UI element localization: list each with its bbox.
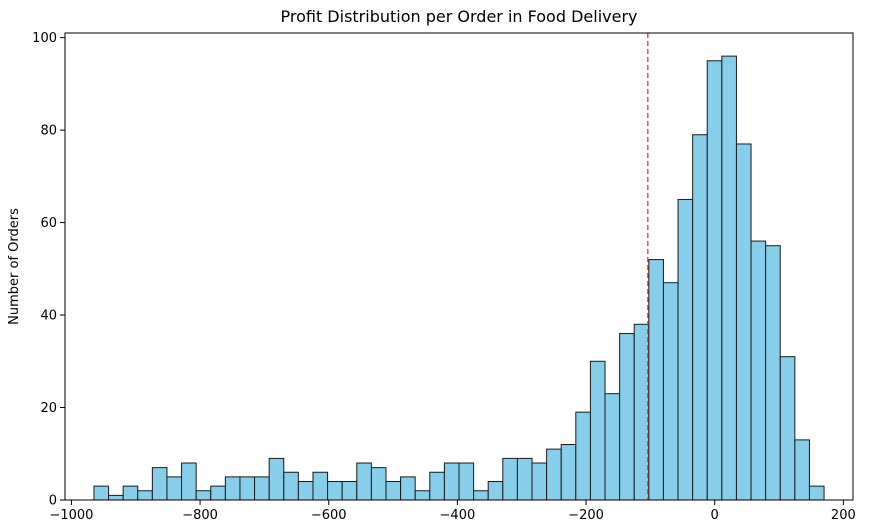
histogram-bar	[210, 485, 226, 501]
histogram-bar	[443, 462, 460, 501]
histogram-bar	[254, 476, 270, 501]
histogram-bar	[604, 393, 621, 501]
histogram-bar	[268, 457, 285, 501]
histogram-bar	[735, 143, 752, 501]
histogram-bar	[108, 494, 124, 501]
histogram-bar	[429, 471, 445, 501]
histogram-bar	[808, 485, 825, 501]
histogram-bar	[166, 476, 183, 501]
histogram-bar	[560, 444, 577, 501]
x-tick-label: −1000	[49, 508, 93, 523]
histogram-bar	[779, 356, 796, 501]
y-tick-label: 60	[40, 216, 57, 231]
histogram-bar	[589, 360, 606, 501]
histogram-bar	[662, 282, 679, 501]
histogram-bar	[414, 490, 431, 501]
histogram-bar	[181, 462, 197, 501]
x-tick-label: −200	[568, 508, 604, 523]
y-tick-label: 40	[40, 309, 57, 324]
x-tick-label: −400	[440, 508, 476, 523]
histogram-bar	[692, 134, 708, 501]
histogram-bar	[502, 457, 518, 501]
histogram-bar	[400, 476, 416, 501]
histogram-bar	[750, 240, 767, 501]
histogram-bar	[794, 439, 810, 501]
histogram-bar	[341, 481, 358, 501]
histogram-bar	[487, 481, 504, 501]
histogram-bar	[370, 467, 387, 501]
histogram-bar	[516, 457, 533, 501]
histogram-bar	[546, 448, 562, 501]
histogram-bar	[297, 481, 314, 501]
histogram-bar	[765, 245, 781, 501]
histogram-bar	[312, 471, 329, 501]
y-tick-label: 80	[40, 124, 57, 139]
histogram-bar	[327, 481, 343, 501]
bars-layer	[93, 55, 825, 501]
y-tick-label: 0	[49, 494, 57, 509]
histogram-bar	[224, 476, 241, 501]
chart-title: Profit Distribution per Order in Food De…	[280, 7, 637, 26]
x-tick-label: −800	[182, 508, 218, 523]
histogram-bar	[619, 333, 635, 501]
y-tick-label: 20	[40, 401, 57, 416]
histogram-bar	[195, 490, 212, 501]
x-tick-label: −600	[311, 508, 347, 523]
y-ticks: 0 20 40 60 80 100	[32, 31, 65, 509]
histogram-bar	[283, 471, 299, 501]
histogram-bar	[239, 476, 256, 501]
histogram-bar	[458, 462, 475, 501]
x-ticks: −1000 −800 −600 −400 −200 0 200	[49, 500, 856, 523]
histogram-bar	[356, 462, 372, 501]
histogram-bar	[151, 467, 168, 501]
histogram-bar	[706, 60, 723, 501]
y-tick-label: 100	[32, 31, 57, 46]
histogram-bar	[385, 481, 402, 501]
histogram-bar	[721, 55, 737, 501]
plot-frame	[64, 32, 854, 501]
axes-layer	[64, 32, 854, 501]
histogram-bar	[677, 198, 694, 501]
histogram-bar	[531, 462, 548, 501]
histogram-bar	[137, 490, 153, 501]
histogram-bar	[633, 323, 650, 501]
histogram-bar	[122, 485, 139, 501]
x-tick-label: 200	[831, 508, 856, 523]
x-tick-label: 0	[711, 508, 719, 523]
y-axis-title: Number of Orders	[7, 208, 22, 325]
histogram-bar	[93, 485, 110, 501]
histogram-bar	[473, 490, 489, 501]
histogram-bar	[648, 259, 664, 501]
histogram-bar	[575, 411, 591, 501]
